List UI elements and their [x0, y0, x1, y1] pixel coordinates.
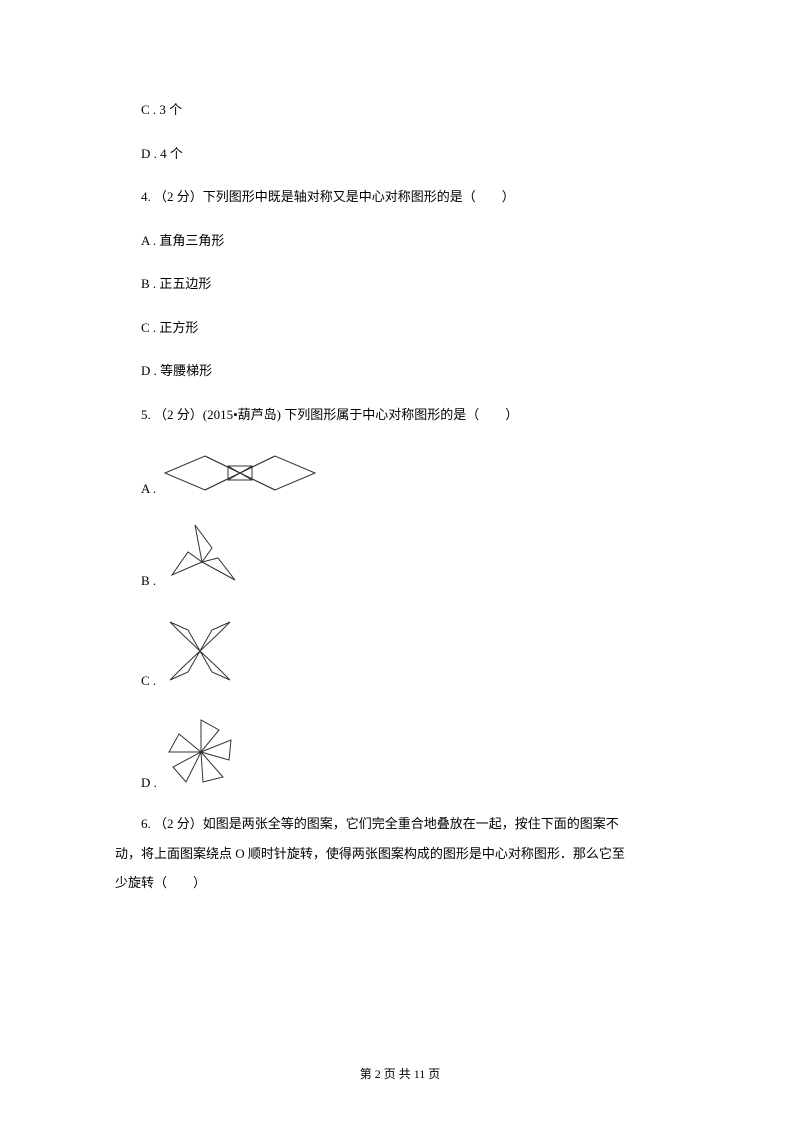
q4-option-a: A . 直角三角形: [115, 231, 685, 251]
option-text: C . 正方形: [141, 320, 198, 335]
option-label: A .: [115, 479, 156, 499]
page-number: 第 2 页 共 11 页: [360, 1067, 441, 1081]
q5-option-b: B .: [115, 520, 685, 590]
option-text: D . 4 个: [141, 146, 183, 161]
q4-option-d: D . 等腰梯形: [115, 361, 685, 381]
q6-stem-line2: 动，将上面图案绕点 O 顺时针旋转，使得两张图案构成的图形是中心对称图形．那么它…: [115, 844, 685, 864]
question-text: 动，将上面图案绕点 O 顺时针旋转，使得两张图案构成的图形是中心对称图形．那么它…: [115, 846, 625, 861]
option-text: A . 直角三角形: [141, 233, 224, 248]
question-text: 6. （2 分）如图是两张全等的图案，它们完全重合地叠放在一起，按住下面的图案不: [141, 816, 619, 831]
shape-c-icon: [160, 612, 240, 690]
q4-stem: 4. （2 分）下列图形中既是轴对称又是中心对称图形的是（ ）: [115, 187, 685, 207]
option-text: D . 等腰梯形: [141, 363, 212, 378]
question-text: 5. （2 分）(2015•葫芦岛) 下列图形属于中心对称图形的是（ ）: [141, 407, 518, 422]
q6-stem-line1: 6. （2 分）如图是两张全等的图案，它们完全重合地叠放在一起，按住下面的图案不: [115, 814, 685, 834]
q3-option-c: C . 3 个: [115, 100, 685, 120]
page-footer: 第 2 页 共 11 页: [0, 1065, 800, 1082]
q4-option-c: C . 正方形: [115, 318, 685, 338]
q4-option-b: B . 正五边形: [115, 274, 685, 294]
q5-stem: 5. （2 分）(2015•葫芦岛) 下列图形属于中心对称图形的是（ ）: [115, 405, 685, 425]
shape-a-icon: [160, 448, 320, 498]
shape-b-icon: [160, 520, 245, 590]
shape-d-icon: [161, 712, 241, 792]
q5-option-a: A .: [115, 448, 685, 498]
question-text: 4. （2 分）下列图形中既是轴对称又是中心对称图形的是（ ）: [141, 189, 515, 204]
document-body: C . 3 个 D . 4 个 4. （2 分）下列图形中既是轴对称又是中心对称…: [115, 100, 685, 893]
q5-option-d: D .: [115, 712, 685, 792]
option-label: D .: [115, 773, 157, 793]
question-text: 少旋转（ ）: [115, 875, 206, 890]
q5-option-c: C .: [115, 612, 685, 690]
option-label: C .: [115, 671, 156, 691]
q3-option-d: D . 4 个: [115, 144, 685, 164]
option-text: B . 正五边形: [141, 276, 211, 291]
q6-stem-line3: 少旋转（ ）: [115, 873, 685, 893]
option-text: C . 3 个: [141, 102, 182, 117]
option-label: B .: [115, 571, 156, 591]
